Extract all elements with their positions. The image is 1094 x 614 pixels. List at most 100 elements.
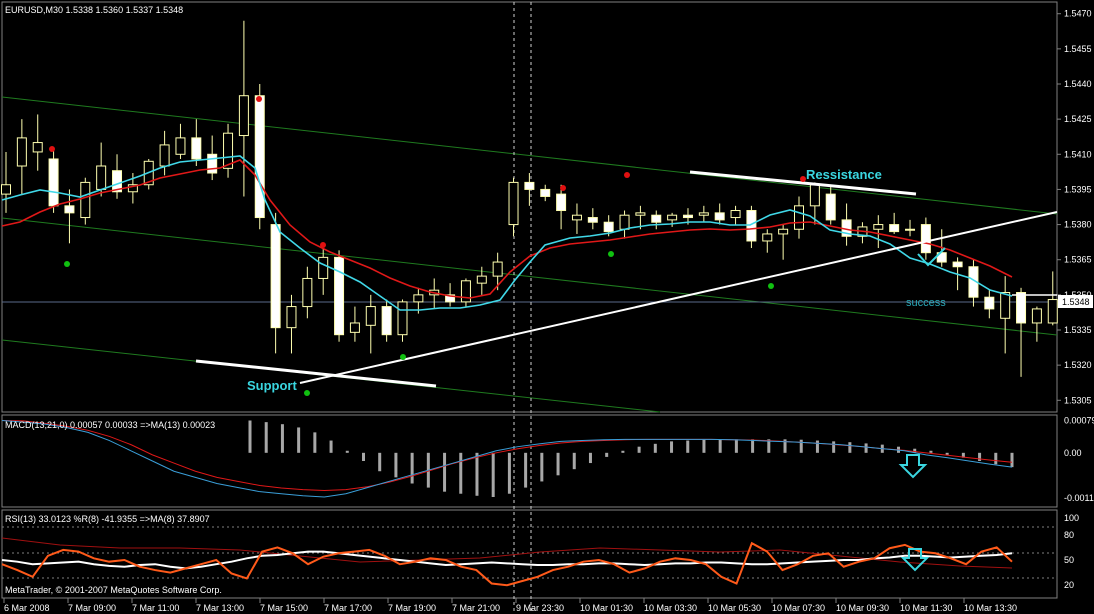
bullish-candle <box>32 142 43 153</box>
bearish-candle <box>1016 292 1027 324</box>
signal-dots <box>49 96 806 396</box>
channel-middle-line <box>1 217 1058 336</box>
time-tick-label: 10 Mar 11:30 <box>900 603 952 613</box>
price-tick-label: 1.5320 <box>1064 360 1092 370</box>
macd-tick-label: -0.0011 <box>1064 493 1094 503</box>
resistance-marker-line <box>689 170 917 196</box>
rsi-line <box>1 541 1013 587</box>
time-tick-label: 10 Mar 09:30 <box>836 603 889 613</box>
bullish-candle <box>667 214 678 221</box>
sell-signal-dot <box>256 96 262 102</box>
bearish-candle <box>270 224 281 329</box>
bullish-candle <box>905 228 916 231</box>
time-tick-label: 10 Mar 03:30 <box>644 603 697 613</box>
rsi-pane-frame <box>1 509 1058 599</box>
williams-r-line <box>1 550 1013 570</box>
bearish-candle <box>952 261 963 268</box>
checkmark-icon <box>917 247 946 267</box>
macd-pane-frame <box>1 414 1058 508</box>
rsi-axis: 100 80 50 20 <box>1064 513 1079 590</box>
channel-upper-line <box>1 96 1058 215</box>
bullish-candle <box>96 165 107 190</box>
rsi-tick-label: 100 <box>1064 513 1079 523</box>
bearish-candle <box>984 296 995 310</box>
down-arrow-icon <box>898 454 928 479</box>
bearish-candle <box>191 137 202 160</box>
bullish-candle <box>286 306 297 329</box>
price-tick-label: 1.5365 <box>1064 255 1092 265</box>
price-axis: 1.5470 1.5455 1.5440 1.5425 1.5410 1.5395 1.53… <box>1057 9 1092 405</box>
bullish-candle <box>778 228 789 235</box>
bullish-candle <box>365 306 376 326</box>
bullish-candle <box>794 205 804 230</box>
success-label: success <box>906 297 946 309</box>
support-trendline <box>299 211 1058 384</box>
bullish-candle <box>159 144 170 167</box>
macd-axis: 0.00079 0.00 -0.0011 <box>1064 416 1094 503</box>
bullish-candle <box>873 224 884 230</box>
bullish-candle <box>1031 308 1042 324</box>
bearish-candle <box>556 193 567 212</box>
time-tick-label: 9 Mar 23:30 <box>516 603 564 613</box>
time-tick-label: 7 Mar 09:00 <box>68 603 116 613</box>
bearish-candle <box>714 212 725 221</box>
resistance-label: Ressistance <box>806 167 882 182</box>
down-arrow-icon <box>900 548 930 572</box>
price-tick-label: 1.5440 <box>1064 79 1092 89</box>
candles-group <box>1 20 1058 377</box>
time-tick-label: 7 Mar 17:00 <box>324 603 372 613</box>
bullish-candle <box>571 214 582 221</box>
time-tick-label: 6 Mar 2008 <box>4 603 50 613</box>
bearish-candle <box>254 95 265 219</box>
bullish-candle <box>238 95 249 137</box>
bullish-candle <box>619 214 630 230</box>
price-tick-label: 1.5455 <box>1064 44 1092 54</box>
time-tick-label: 7 Mar 13:00 <box>196 603 244 613</box>
bullish-candle <box>16 137 27 167</box>
current-price-tag <box>1058 295 1093 308</box>
time-axis: 6 Mar 2008 7 Mar 09:00 7 Mar 11:00 7 Mar 13… <box>3 598 1017 613</box>
macd-tick-label: 0.00 <box>1064 448 1082 458</box>
macd-histogram <box>248 420 1014 497</box>
bullish-candle <box>175 137 186 155</box>
bearish-candle <box>64 205 75 214</box>
support-label: Support <box>247 378 297 393</box>
bearish-candle <box>334 256 345 336</box>
sell-signal-dot <box>560 185 566 191</box>
buy-signal-dot <box>768 283 774 289</box>
macd-tick-label: 0.00079 <box>1064 416 1094 426</box>
fast-moving-average-line <box>1 155 1013 311</box>
price-tick-label: 1.5335 <box>1064 325 1092 335</box>
current-price-value: 1.5348 <box>1062 297 1090 307</box>
bearish-candle <box>920 224 931 254</box>
rsi-ma-line <box>1 537 1013 569</box>
bullish-candle <box>809 184 820 207</box>
bullish-candle <box>1 184 11 195</box>
bullish-candle <box>730 210 741 219</box>
slow-moving-average-line <box>1 159 1013 299</box>
price-tick-label: 1.5305 <box>1064 395 1092 405</box>
buy-signal-dot <box>400 354 406 360</box>
price-tick-label: 1.5425 <box>1064 114 1092 124</box>
time-tick-label: 7 Mar 19:00 <box>388 603 436 613</box>
sell-signal-dot <box>320 242 326 248</box>
bullish-candle <box>127 184 138 193</box>
bearish-candle <box>540 188 551 197</box>
bearish-candle <box>825 193 836 221</box>
time-tick-label: 10 Mar 05:30 <box>708 603 761 613</box>
price-tick-label: 1.5395 <box>1064 184 1092 194</box>
bearish-candle <box>603 221 614 233</box>
copyright-label: MetaTrader, © 2001-2007 MetaQuotes Softw… <box>5 585 222 595</box>
time-tick-label: 10 Mar 07:30 <box>772 603 825 613</box>
bearish-candle <box>207 153 218 174</box>
price-pane-frame <box>1 1 1058 413</box>
macd-signal-line <box>1 420 1013 491</box>
bullish-candle <box>1000 292 1011 319</box>
sell-signal-dot <box>624 172 630 178</box>
bullish-candle <box>80 181 91 219</box>
rsi-tick-label: 20 <box>1064 580 1074 590</box>
bullish-candle <box>508 181 519 226</box>
bullish-candle <box>476 275 487 284</box>
bullish-candle <box>397 301 408 336</box>
